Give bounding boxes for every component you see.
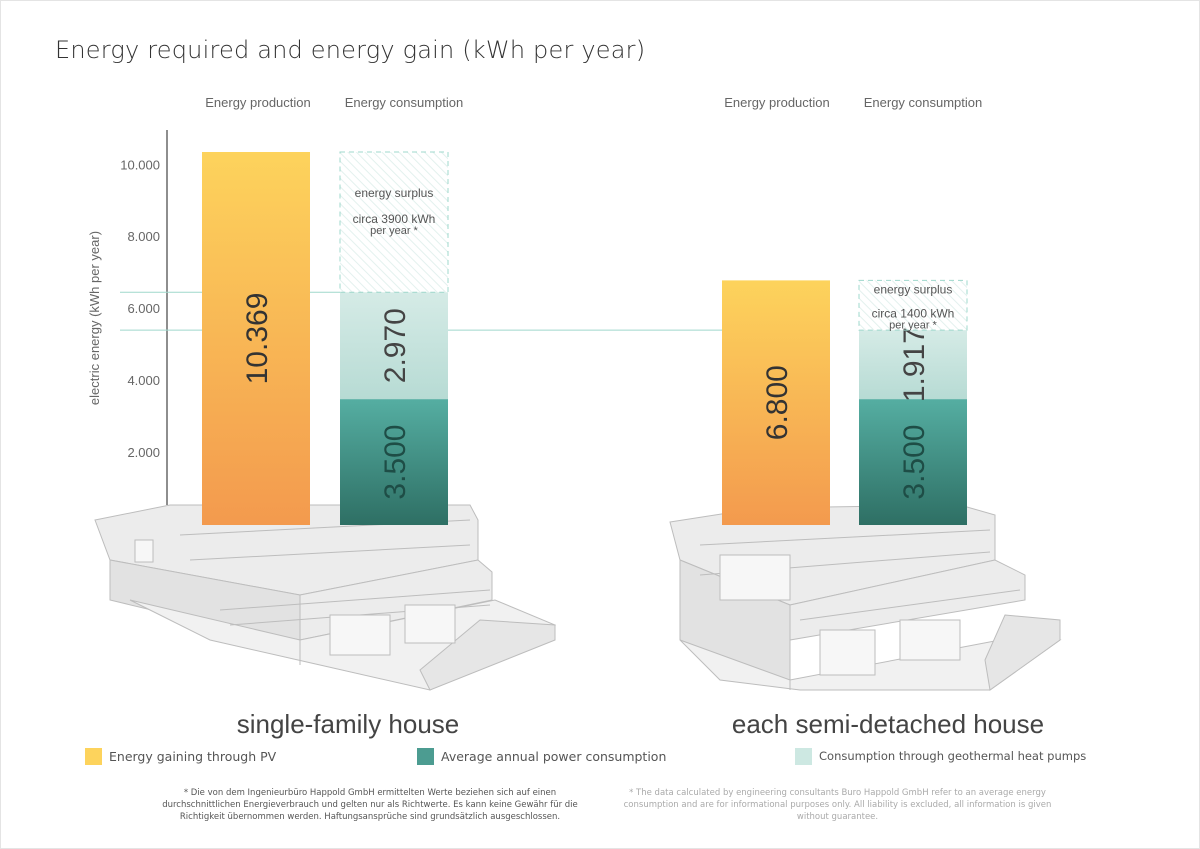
bar-label-pv-semi-detached: 6.800 — [761, 365, 794, 440]
page-title: Energy required and energy gain (kWh per… — [55, 36, 646, 64]
legend-label-geothermal: Consumption through geothermal heat pump… — [819, 749, 1087, 763]
semi-detached-house-illustration — [669, 504, 1062, 691]
bar-label-power-semi-detached: 3.500 — [898, 425, 931, 500]
footnote-english: * The data calculated by engineering con… — [623, 788, 1052, 822]
surplus-label-semi-detached: energy surplus — [874, 282, 953, 296]
category-labels: Energy production Energy consumption Energ… — [205, 95, 982, 110]
bar-geothermal-semi-detached — [859, 330, 967, 400]
category-label-production: Energy production — [724, 95, 830, 110]
bar-surplus-semi-detached — [858, 279, 968, 331]
bar-label-geothermal-single-family: 2.970 — [379, 308, 412, 383]
bars: 10.369 3.500 2.970 energy surplus circa 3900… — [202, 151, 968, 525]
category-label-production: Energy production — [205, 95, 311, 110]
category-label-consumption: Energy consumption — [864, 95, 983, 110]
chart-title-single-family: single-family house — [237, 709, 460, 739]
surplus-amount-semi-detached: circa 1400 kWh — [872, 306, 955, 320]
legend-swatch-pv — [85, 747, 102, 765]
legend-swatch-power — [417, 747, 434, 765]
y-tick-label: 2.000 — [127, 445, 160, 460]
legend-swatch-geothermal — [795, 747, 812, 765]
surplus-unit-single-family: per year * — [370, 225, 418, 237]
y-tick-label: 8.000 — [127, 229, 160, 244]
surplus-amount-single-family: circa 3900 kWh — [353, 212, 436, 226]
y-tick-label: 10.000 — [120, 157, 160, 172]
bar-pv-single-family — [202, 152, 310, 525]
category-label-consumption: Energy consumption — [345, 95, 464, 110]
legend-item-geothermal: Consumption through geothermal heat pump… — [795, 747, 1086, 765]
bar-pv-semi-detached — [722, 280, 830, 525]
footnote-german: * Die von dem Ingenieurbüro Happold GmbH… — [162, 788, 578, 822]
surplus-label-single-family: energy surplus — [355, 186, 434, 200]
bar-surplus-single-family — [339, 151, 449, 293]
bar-label-power-single-family: 3.500 — [379, 425, 412, 500]
bar-label-pv-single-family: 10.369 — [241, 293, 274, 385]
reference-lines — [120, 291, 722, 331]
y-axis-label: electric energy (kWh per year) — [87, 231, 102, 405]
y-tick-label: 4.000 — [127, 373, 160, 388]
legend-label-pv: Energy gaining through PV — [109, 748, 277, 764]
bar-power-semi-detached — [859, 399, 967, 525]
bar-label-geothermal-semi-detached: 1.917 — [898, 327, 931, 402]
legend-item-pv: Energy gaining through PV — [85, 747, 276, 765]
surplus-unit-semi-detached: per year * — [889, 319, 937, 331]
single-family-house-illustration — [94, 504, 557, 691]
y-tick-labels: 2.000 4.000 6.000 8.000 10.000 — [120, 157, 160, 460]
chart-title-semi-detached: each semi-detached house — [732, 709, 1044, 739]
y-tick-label: 6.000 — [127, 301, 160, 316]
legend-label-power: Average annual power consumption — [441, 748, 667, 764]
bar-power-single-family — [340, 399, 448, 525]
bar-geothermal-single-family — [340, 292, 448, 400]
legend-item-power: Average annual power consumption — [417, 747, 666, 765]
